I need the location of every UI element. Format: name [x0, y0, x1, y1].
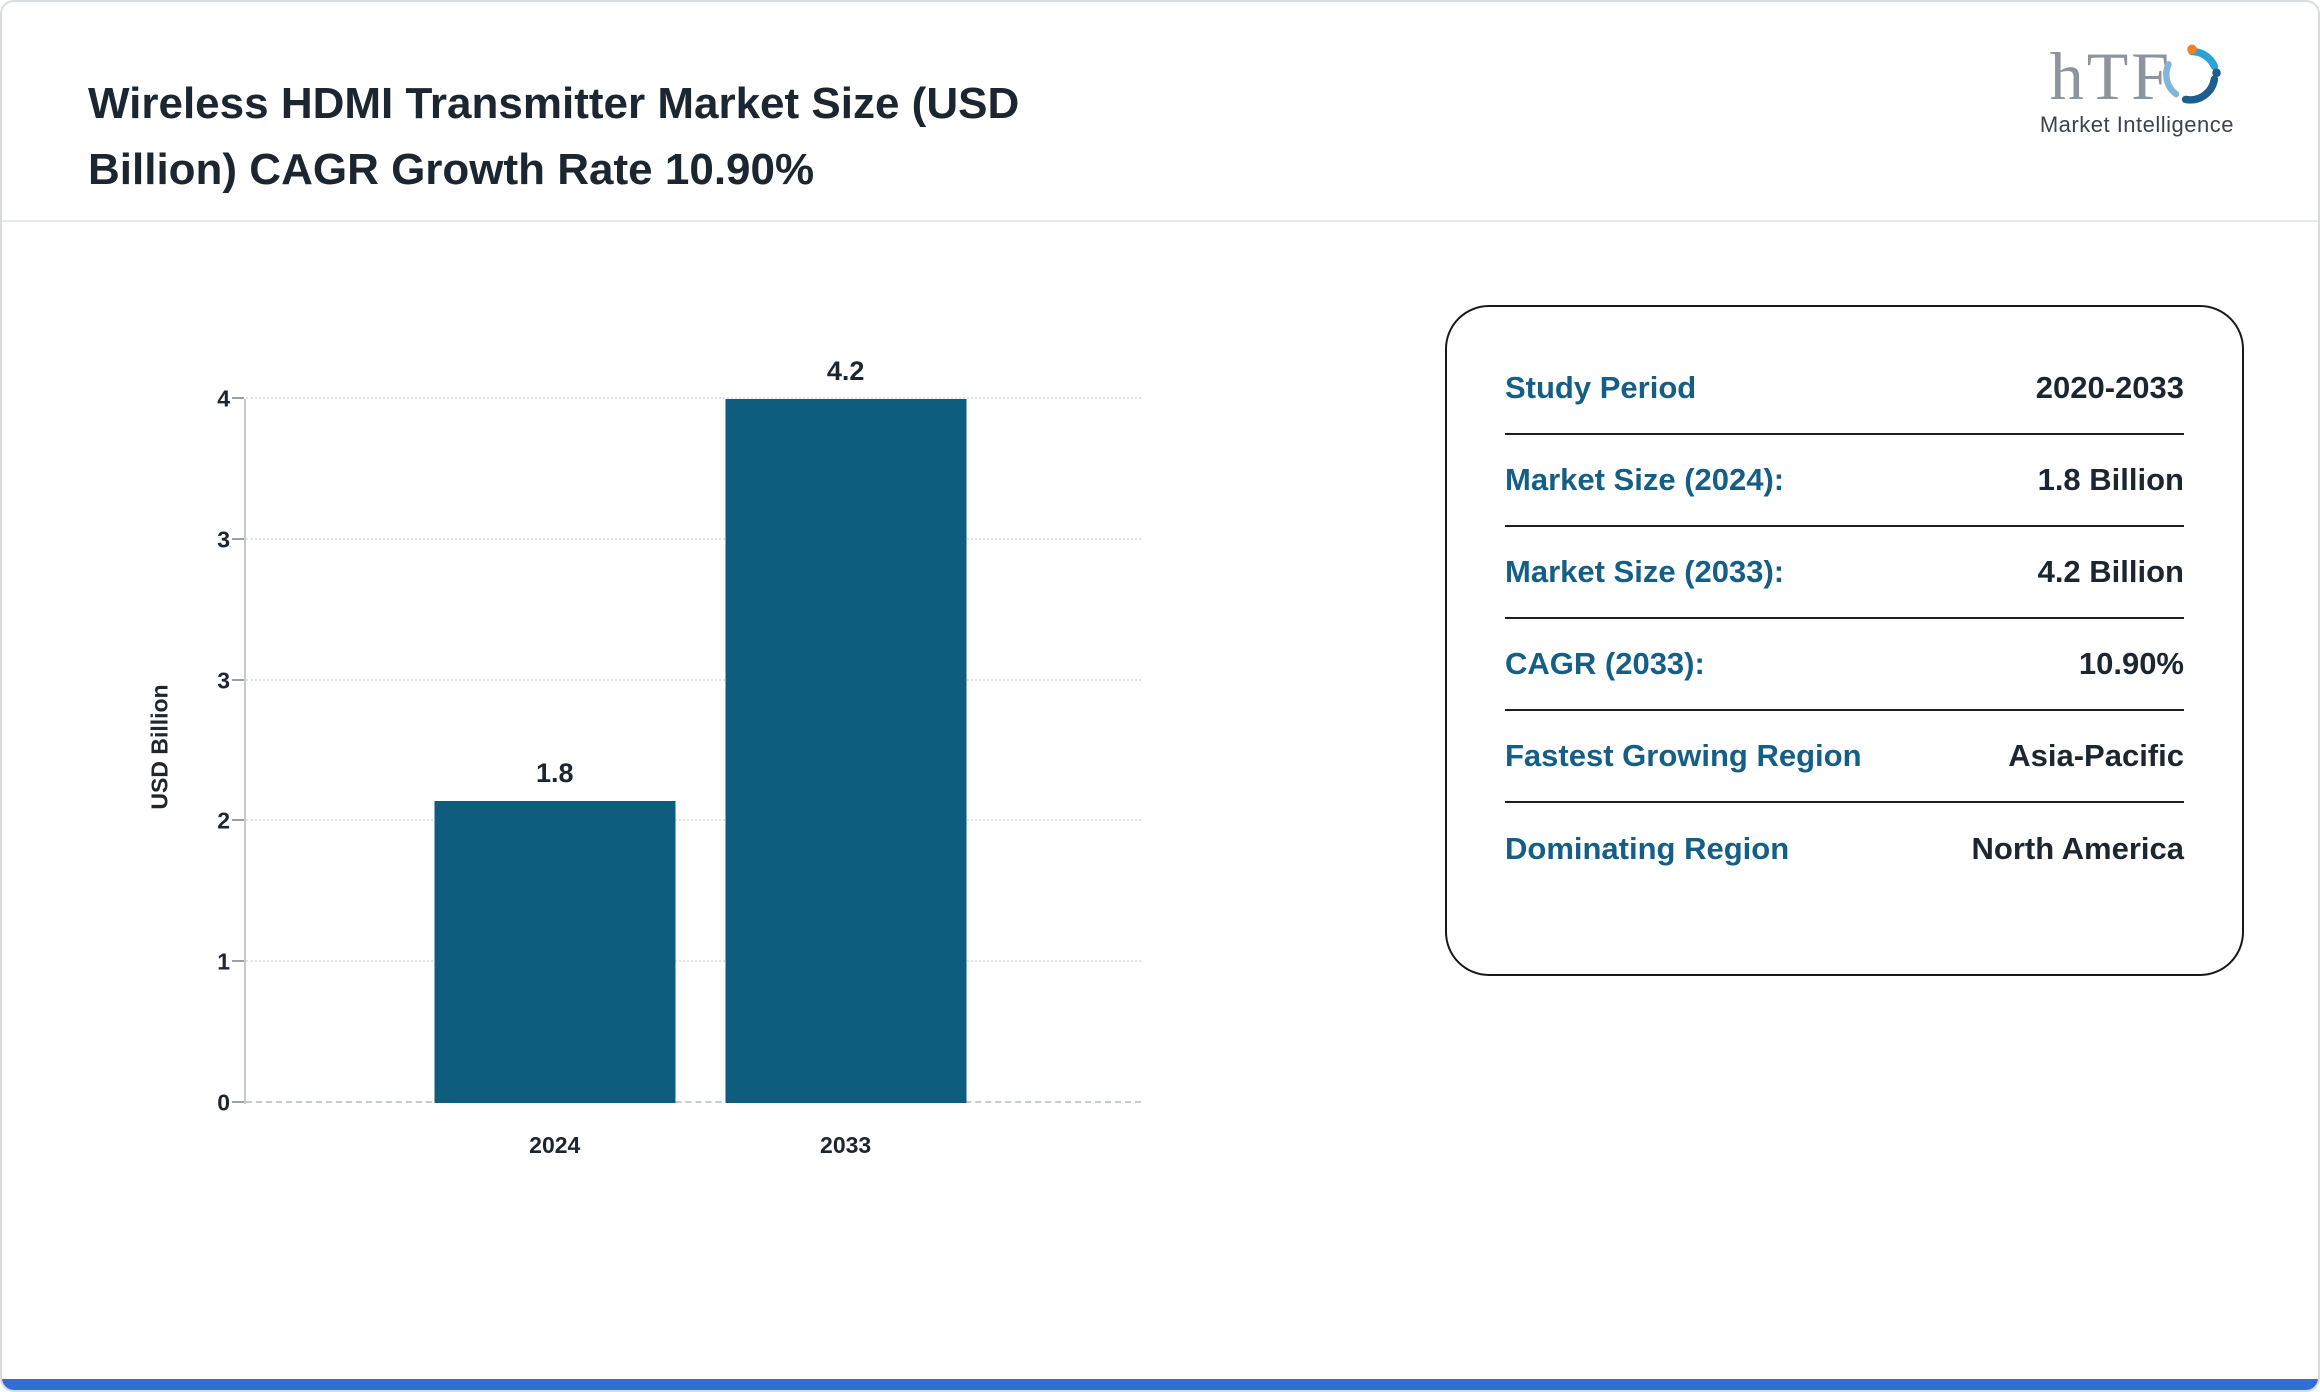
card-row-fastest-growing-region: Fastest Growing Region Asia-Pacific — [1505, 711, 2184, 803]
logo-wordmark: hTF — [2040, 42, 2234, 110]
bar-group: 4.2 2033 — [725, 356, 967, 1158]
y-axis-line — [244, 399, 246, 1104]
card-row-value: 10.90% — [2078, 646, 2184, 681]
card-row-value: Asia-Pacific — [2008, 738, 2184, 773]
y-tick-mark — [232, 537, 244, 540]
y-axis-title: USD Billion — [146, 684, 173, 810]
card-row-label: Study Period — [1505, 370, 1697, 405]
y-tick-label: 4 — [217, 385, 230, 412]
card-row-label: Fastest Growing Region — [1505, 738, 1862, 773]
bar — [434, 801, 676, 1103]
logo-htf-text: hTF — [2049, 38, 2173, 114]
logo-subtext: Market Intelligence — [2039, 112, 2234, 137]
y-tick-mark — [232, 819, 244, 822]
card-row-value: 1.8 Billion — [2037, 462, 2184, 497]
bars: 1.8 2024 4.2 2033 — [246, 356, 1141, 1158]
card-row-dominating-region: Dominating Region North America — [1505, 803, 2184, 895]
summary-card: Study Period 2020-2033 Market Size (2024… — [1445, 305, 2244, 976]
card-row-cagr: CAGR (2033): 10.90% — [1505, 619, 2184, 711]
card-row-value: 2020-2033 — [2035, 370, 2184, 405]
card-row-value: North America — [1971, 831, 2184, 866]
gridline — [246, 537, 1141, 540]
card-row-market-size-2033: Market Size (2033): 4.2 Billion — [1505, 527, 2184, 619]
bar-value-label: 4.2 — [826, 356, 865, 386]
logo-swirl-icon — [2163, 44, 2221, 104]
x-axis-label: 2033 — [820, 1132, 872, 1158]
gridline — [246, 397, 1141, 399]
y-tick-mark — [232, 678, 244, 681]
y-tick-label: 2 — [217, 807, 230, 834]
gridline — [246, 1101, 1141, 1103]
y-tick-label: 3 — [217, 526, 230, 553]
footer-accent-bar — [2, 1379, 2318, 1390]
card-row-label: Dominating Region — [1505, 831, 1790, 866]
card-row-label: Market Size (2033): — [1505, 554, 1785, 589]
bar-value-label: 1.8 — [535, 758, 574, 789]
y-tick-mark — [232, 1101, 244, 1103]
gridline — [246, 678, 1141, 681]
plot-area: 0 1 2 3 3 4 1.8 2024 4.2 2033 — [217, 356, 1141, 1158]
card-row-study-period: Study Period 2020-2033 — [1505, 343, 2184, 435]
x-axis-label: 2024 — [529, 1132, 581, 1158]
card-row-market-size-2024: Market Size (2024): 1.8 Billion — [1505, 435, 2184, 527]
header-divider — [2, 220, 2318, 222]
bar-group: 1.8 2024 — [434, 399, 676, 1158]
gridline — [246, 960, 1141, 963]
gridline — [246, 819, 1141, 822]
y-tick-label: 0 — [217, 1089, 230, 1116]
y-tick-mark — [232, 397, 244, 399]
y-tick-label: 1 — [217, 948, 230, 975]
page-title: Wireless HDMI Transmitter Market Size (U… — [88, 79, 1020, 195]
card-row-value: 4.2 Billion — [2037, 554, 2184, 589]
y-tick-mark — [232, 960, 244, 963]
y-ticks: 0 1 2 3 3 4 — [217, 387, 1141, 1114]
brand-logo: hTF Market Intelligence — [2040, 42, 2234, 138]
card-row-label: Market Size (2024): — [1505, 462, 1785, 497]
gridlines — [232, 397, 1141, 1103]
y-tick-label: 3 — [217, 667, 230, 694]
bar — [725, 399, 967, 1103]
card-row-label: CAGR (2033): — [1505, 646, 1705, 681]
